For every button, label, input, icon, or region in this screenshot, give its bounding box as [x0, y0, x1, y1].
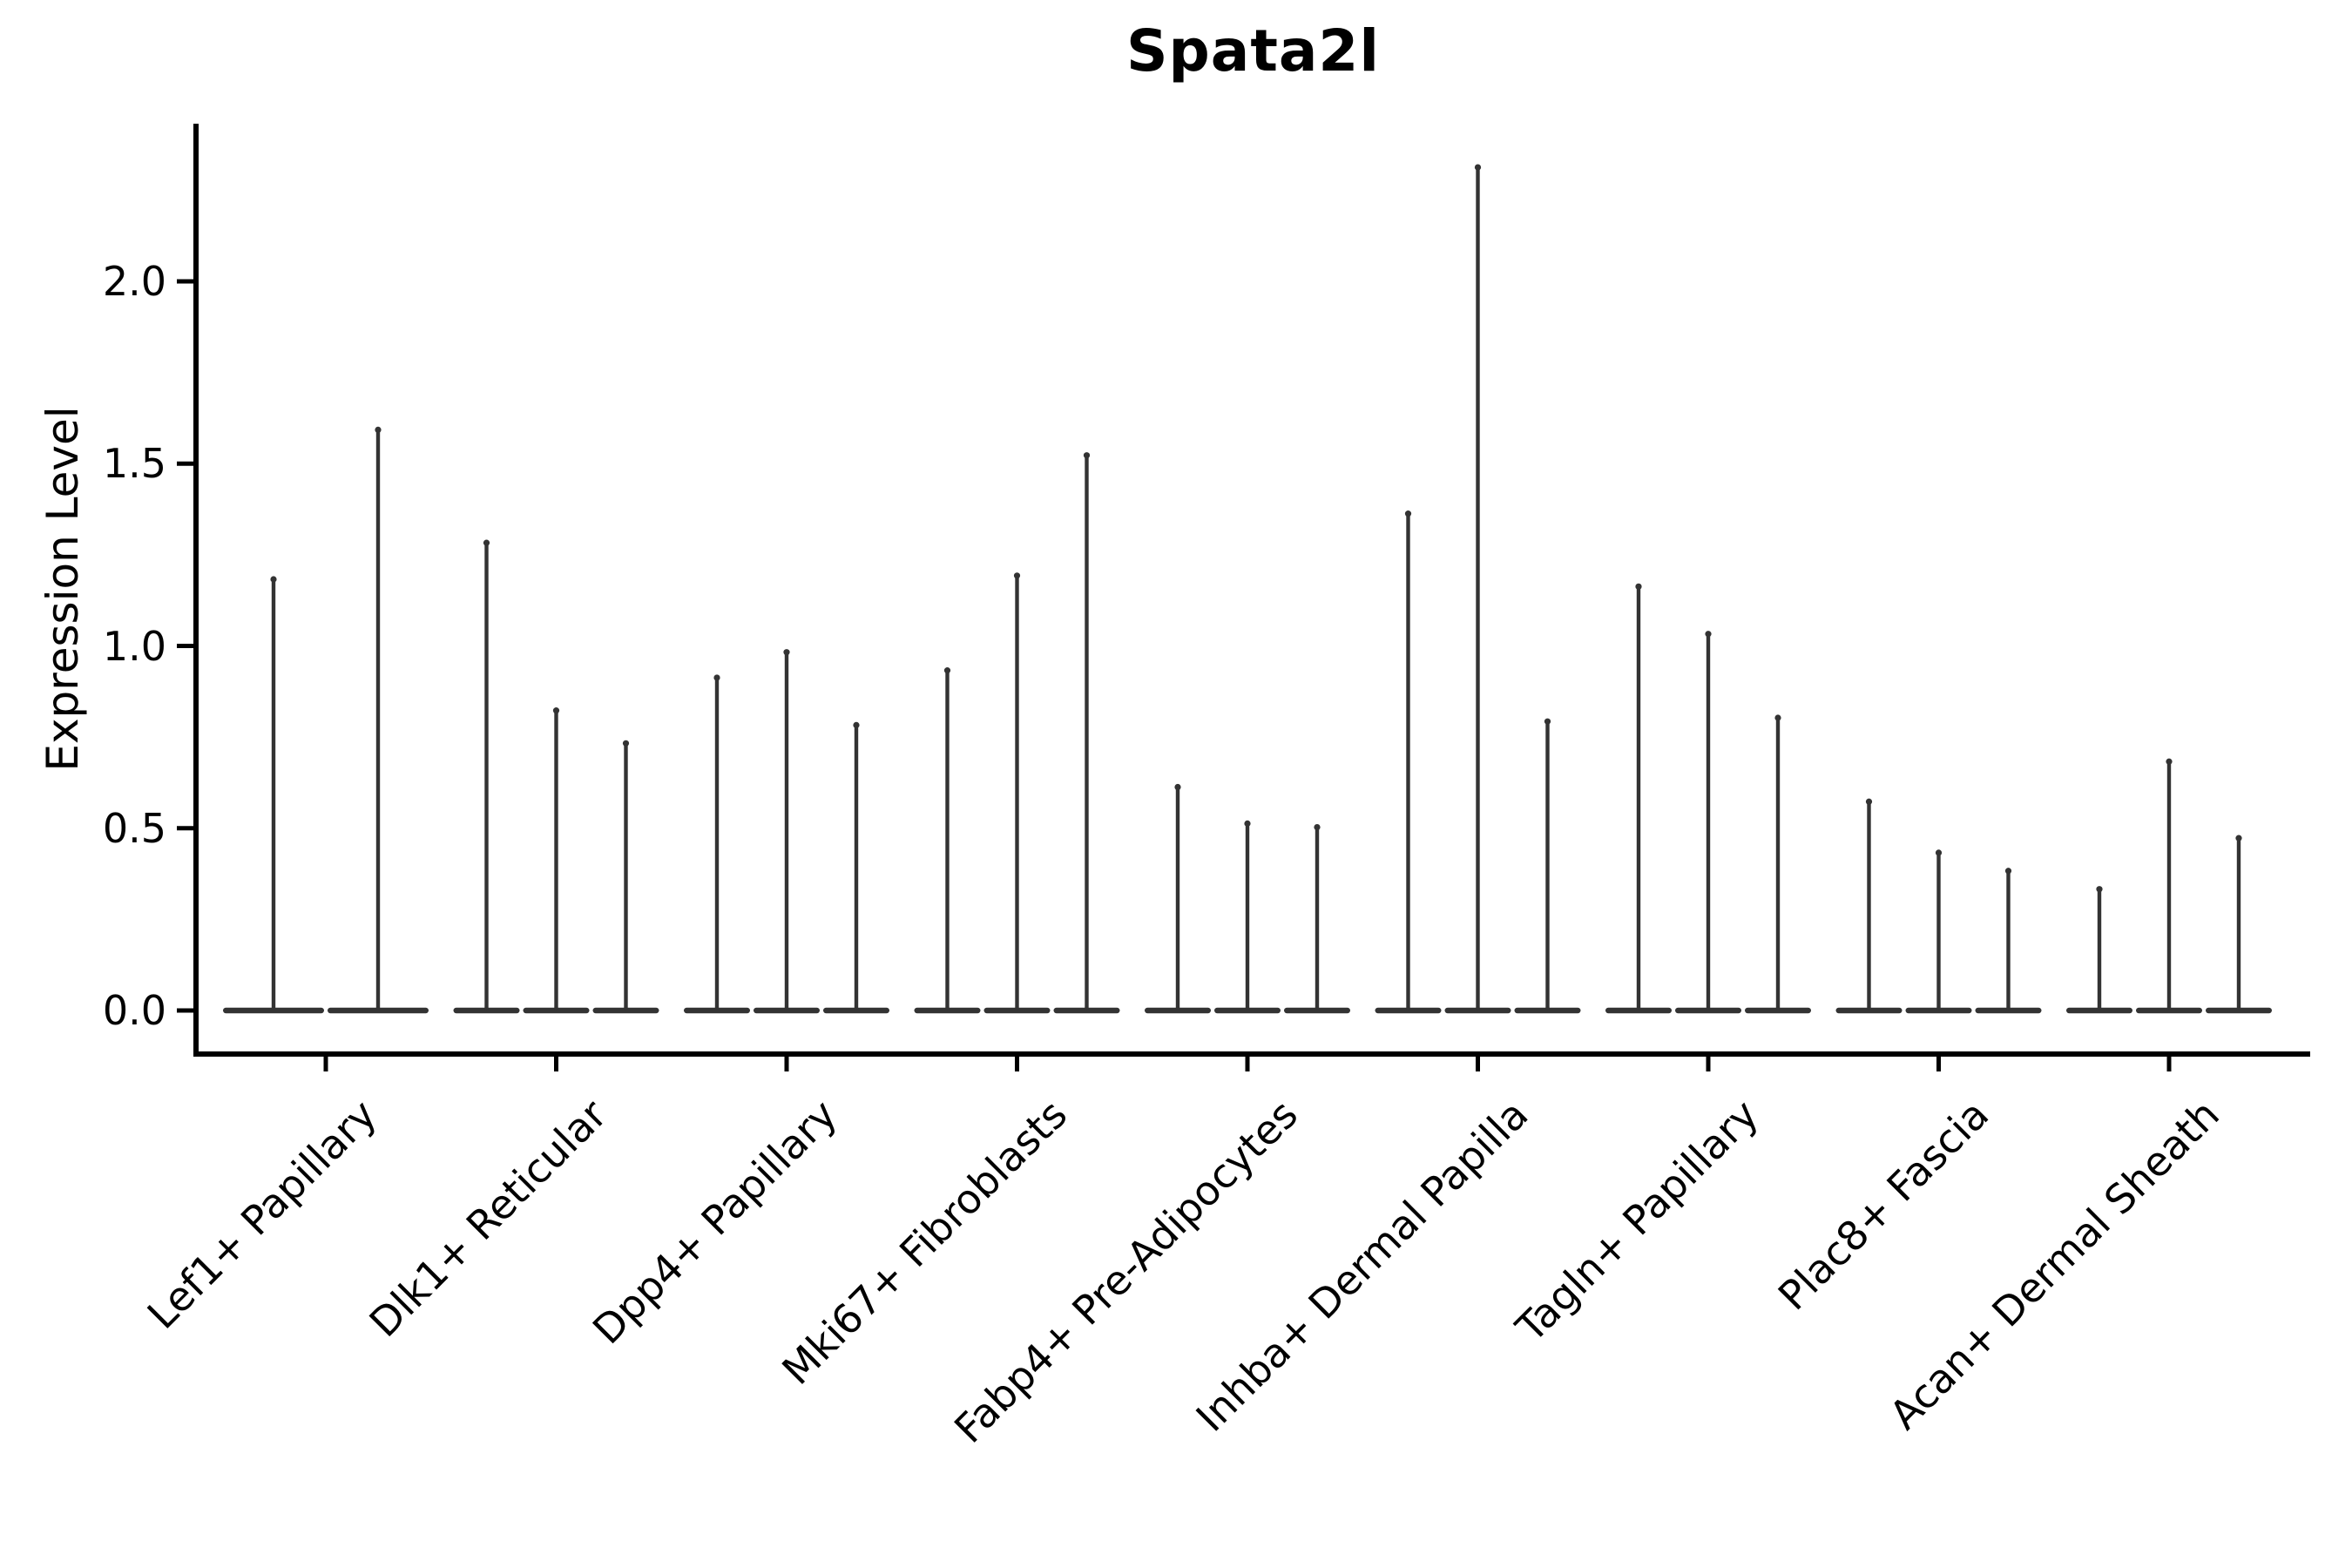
violin-needle: [1315, 824, 1320, 1010]
violin-needle-tip: [1314, 823, 1321, 831]
violin-needle-tip: [483, 539, 490, 546]
violin-needle-tip: [1774, 714, 1781, 721]
violin-needle: [1406, 510, 1410, 1010]
y-tick-label: 0.5: [102, 804, 166, 852]
violin-needle: [1175, 784, 1180, 1010]
violin-needle: [784, 649, 789, 1010]
violin-needle: [1245, 821, 1250, 1010]
violin-needle: [1476, 165, 1480, 1010]
violin-needle-tip: [270, 576, 277, 583]
violin-needle-tip: [1404, 510, 1412, 517]
violin-needle: [2236, 835, 2241, 1010]
violin-needle: [2006, 868, 2011, 1010]
violin-needle: [1775, 715, 1781, 1010]
violin-needle: [1867, 799, 1871, 1010]
violin-needle-tip: [1474, 164, 1482, 171]
y-tick-label: 2.0: [102, 258, 166, 305]
violin-needle: [2097, 886, 2102, 1010]
violin-needle: [271, 576, 276, 1010]
violin-needle-tip: [1865, 798, 1873, 805]
violin-needle: [1015, 572, 1019, 1010]
violin-needle: [714, 674, 720, 1010]
violin-needle: [484, 540, 489, 1010]
violin-needle-tip: [1544, 718, 1551, 725]
violin-needle-tip: [783, 649, 790, 656]
violin-needle-tip: [713, 674, 720, 681]
y-tick-label: 0.0: [102, 987, 166, 1034]
violin-needle-tip: [2235, 835, 2242, 841]
violin-needle-tip: [1705, 631, 1712, 638]
violin-needle-tip: [2166, 758, 2173, 765]
violin-needle-tip: [622, 740, 630, 747]
violin-needle: [1936, 849, 1941, 1010]
violin-needle: [554, 707, 558, 1010]
violin-needle-tip: [375, 426, 382, 433]
violin-needle-tip: [1174, 783, 1181, 791]
violin-needle: [2166, 759, 2172, 1010]
violin-needle: [1636, 584, 1641, 1010]
violin-needle-tip: [1013, 572, 1021, 579]
y-tick-label: 1.5: [102, 440, 166, 488]
violin-needle: [375, 427, 381, 1010]
violin-needle-tip: [853, 721, 860, 728]
violin-needle-tip: [2096, 886, 2103, 893]
violin-needle: [1706, 631, 1711, 1010]
violin-needle-tip: [2004, 868, 2012, 875]
violin-needle-tip: [1935, 849, 1943, 856]
violin-needle: [624, 740, 628, 1010]
violin-needle-tip: [552, 707, 560, 714]
violin-needle: [945, 667, 950, 1010]
violin-needle-tip: [1635, 583, 1642, 590]
chart-title: Spata2l: [1126, 17, 1380, 84]
violin-needle: [854, 722, 859, 1010]
violin-needle: [1085, 452, 1089, 1010]
violin-needle-tip: [1244, 820, 1251, 827]
violin-needle-tip: [943, 667, 951, 674]
violin-needle: [1545, 719, 1550, 1010]
y-tick-label: 1.0: [102, 622, 166, 670]
violin-needle-tip: [1083, 452, 1091, 459]
